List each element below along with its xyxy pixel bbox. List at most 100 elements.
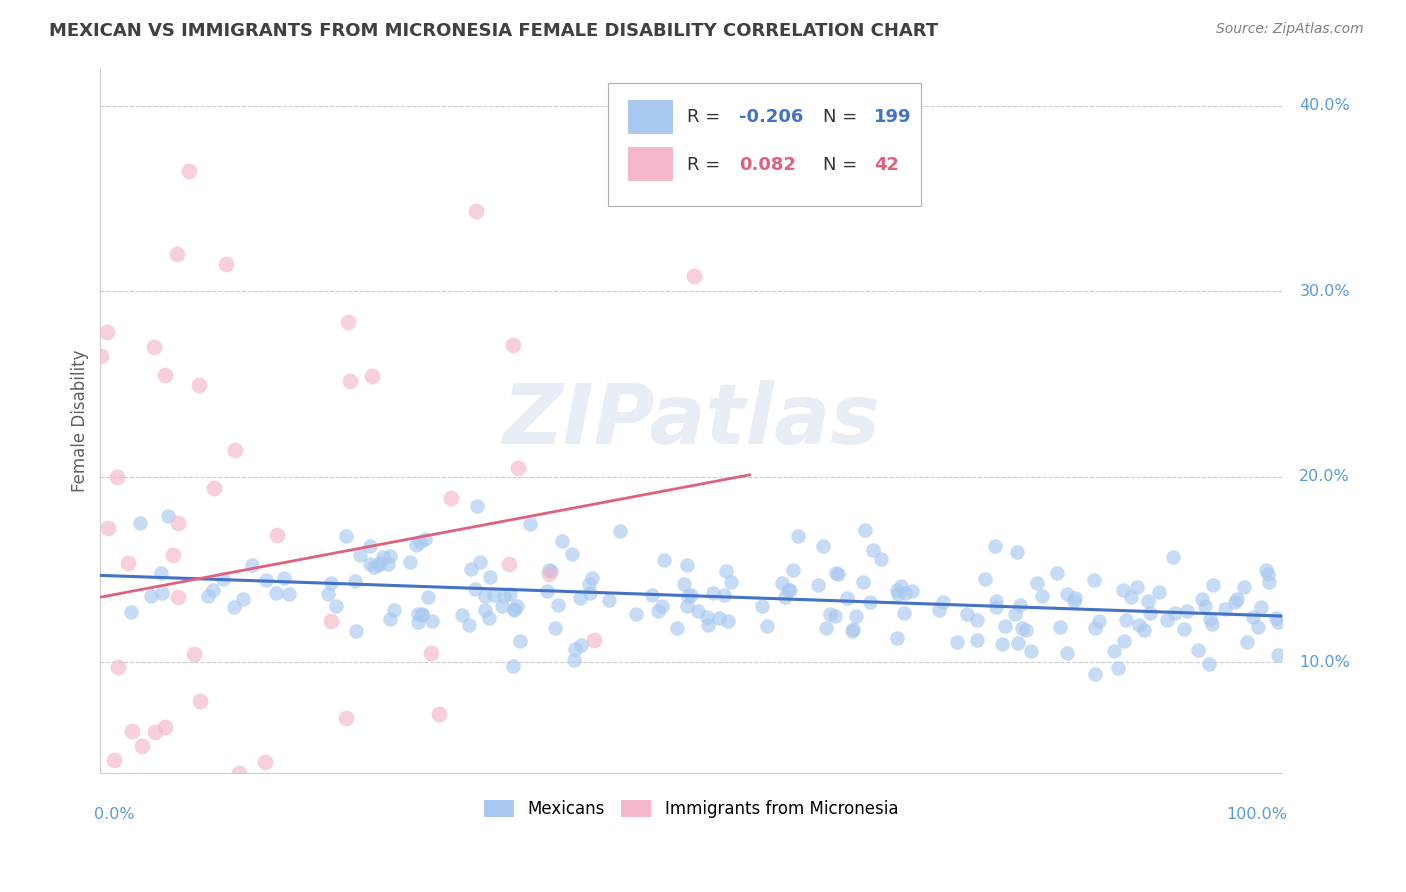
Legend: Mexicans, Immigrants from Micronesia: Mexicans, Immigrants from Micronesia (477, 794, 904, 825)
Point (578, 586, 600, 600)
Point (222, 600, 245, 615)
Point (96, 325, 118, 339)
Point (1102, 644, 1125, 658)
Point (1175, 604, 1198, 618)
Point (97, 521, 120, 535)
Point (651, 599, 673, 613)
Point (682, 269, 704, 284)
Point (503, 603, 526, 617)
Point (890, 578, 912, 592)
Point (1084, 621, 1107, 635)
FancyBboxPatch shape (628, 100, 673, 134)
Point (1015, 624, 1038, 638)
Point (1139, 606, 1161, 620)
Point (1257, 574, 1279, 589)
Point (177, 163, 200, 178)
Point (502, 338, 524, 352)
Point (1163, 606, 1185, 620)
Point (675, 558, 697, 573)
Point (505, 599, 527, 613)
Text: MEXICAN VS IMMIGRANTS FROM MICRONESIA FEMALE DISABILITY CORRELATION CHART: MEXICAN VS IMMIGRANTS FROM MICRONESIA FE… (49, 22, 938, 40)
Point (1241, 609, 1264, 624)
Text: Source: ZipAtlas.com: Source: ZipAtlas.com (1216, 22, 1364, 37)
Point (1084, 667, 1107, 681)
Point (859, 594, 882, 608)
Point (666, 621, 689, 635)
Point (1056, 587, 1078, 601)
Point (598, 592, 620, 607)
Point (1008, 598, 1031, 612)
Point (254, 574, 277, 588)
Point (1083, 573, 1105, 587)
Point (440, 491, 463, 505)
Point (368, 556, 391, 570)
Point (1005, 545, 1028, 559)
Point (894, 585, 917, 599)
Point (825, 566, 848, 581)
Point (406, 615, 429, 629)
Point (966, 633, 988, 648)
Text: ZIPatlas: ZIPatlas (502, 381, 880, 461)
Point (676, 589, 699, 603)
Point (491, 599, 513, 613)
Point (1007, 635, 1029, 649)
Point (751, 599, 773, 614)
Point (581, 570, 603, 584)
Point (869, 552, 891, 566)
Point (1128, 617, 1150, 632)
Point (1223, 595, 1246, 609)
Point (156, 509, 179, 524)
Point (818, 607, 841, 621)
Point (1088, 614, 1111, 628)
Point (547, 599, 569, 613)
Point (720, 574, 742, 589)
Point (273, 571, 295, 585)
Text: 30.0%: 30.0% (1299, 284, 1350, 299)
Point (266, 528, 288, 542)
Point (325, 599, 347, 613)
Point (887, 587, 910, 601)
Point (569, 638, 592, 652)
Point (544, 621, 567, 635)
Point (460, 561, 482, 575)
Point (1247, 620, 1270, 634)
Point (413, 532, 436, 546)
Point (901, 584, 924, 599)
Point (1056, 646, 1078, 660)
Point (1156, 613, 1178, 627)
Point (852, 574, 875, 589)
Point (167, 590, 190, 604)
Point (278, 587, 301, 601)
Point (474, 589, 496, 603)
Point (688, 604, 710, 618)
Point (1115, 613, 1137, 627)
Point (264, 586, 287, 600)
Point (405, 537, 427, 551)
Point (253, 755, 276, 769)
Text: 10.0%: 10.0% (1299, 655, 1350, 670)
Point (787, 529, 810, 543)
Point (842, 622, 865, 636)
Point (508, 633, 530, 648)
Point (1199, 612, 1222, 626)
Point (316, 586, 339, 600)
Point (551, 534, 574, 549)
Text: 199: 199 (875, 108, 911, 126)
Text: 0.0%: 0.0% (94, 807, 135, 822)
Point (1226, 592, 1249, 607)
Point (675, 599, 697, 613)
Point (211, 572, 233, 586)
Point (117, 556, 139, 570)
Point (837, 591, 859, 605)
Point (1064, 591, 1087, 605)
Point (1187, 643, 1209, 657)
Point (377, 557, 399, 571)
Point (103, 753, 125, 767)
Point (1233, 580, 1256, 594)
Text: R =: R = (688, 108, 727, 126)
Point (782, 563, 804, 577)
Point (107, 659, 129, 673)
Point (991, 637, 1014, 651)
Point (506, 461, 529, 475)
Point (578, 577, 600, 591)
